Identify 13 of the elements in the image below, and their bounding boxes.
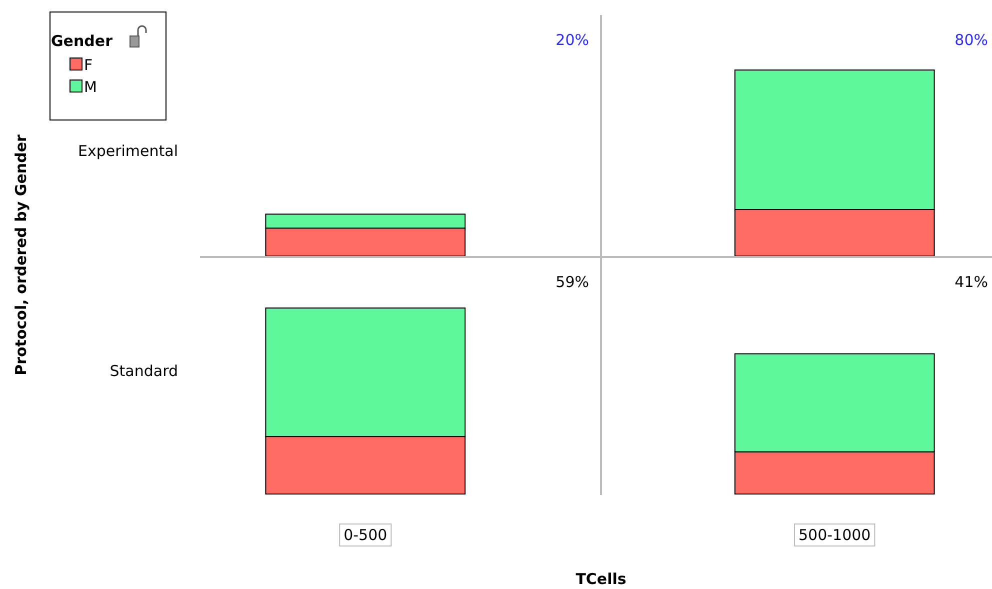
- text: Experimental: [78, 142, 178, 160]
- x-tick-label: 0-500: [344, 526, 388, 544]
- y-axis-title: Protocol, ordered by Gender: [12, 134, 30, 376]
- legend-label: M: [84, 78, 97, 96]
- legend-label: F: [84, 56, 93, 74]
- text: 80%: [954, 31, 988, 49]
- text: 20%: [556, 31, 589, 49]
- x-tick-label: 500-1000: [798, 526, 871, 544]
- x-axis-title: TCells: [576, 570, 626, 588]
- text: 59%: [556, 273, 589, 291]
- legend-title: Gender: [51, 32, 114, 50]
- text: Standard: [110, 362, 178, 380]
- text: 41%: [954, 273, 988, 291]
